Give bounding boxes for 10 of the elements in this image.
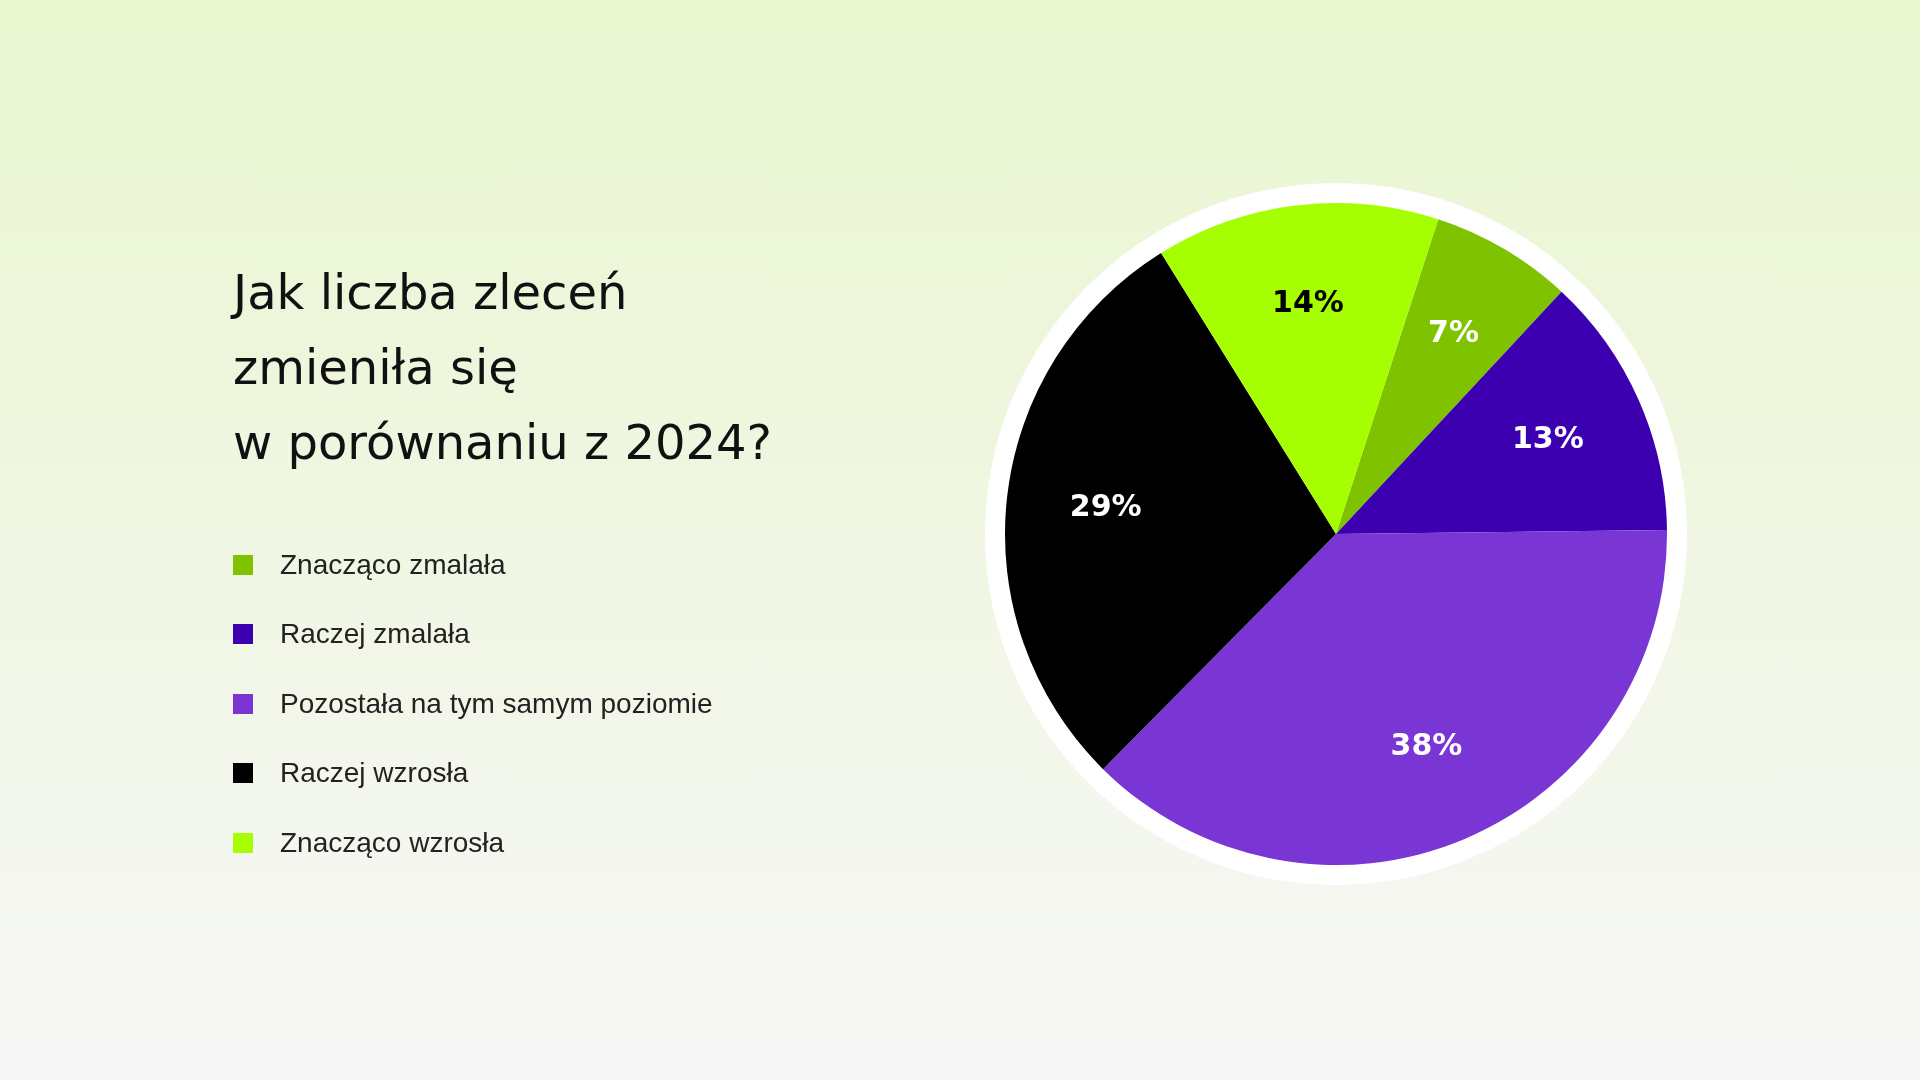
data-label: 38%	[1390, 727, 1463, 763]
legend-label: Znacząco zmalała	[280, 548, 506, 581]
legend-label: Raczej zmalała	[280, 618, 470, 651]
data-label: 13%	[1511, 420, 1584, 455]
data-label: 14%	[1272, 283, 1344, 319]
legend-label: Pozostała na tym samym poziomie	[280, 687, 713, 720]
legend-label: Raczej wzrosła	[280, 757, 469, 790]
data-label: 29%	[1069, 487, 1142, 523]
legend-label: Znacząco wzrosła	[280, 826, 505, 859]
data-label: 7%	[1428, 314, 1479, 350]
